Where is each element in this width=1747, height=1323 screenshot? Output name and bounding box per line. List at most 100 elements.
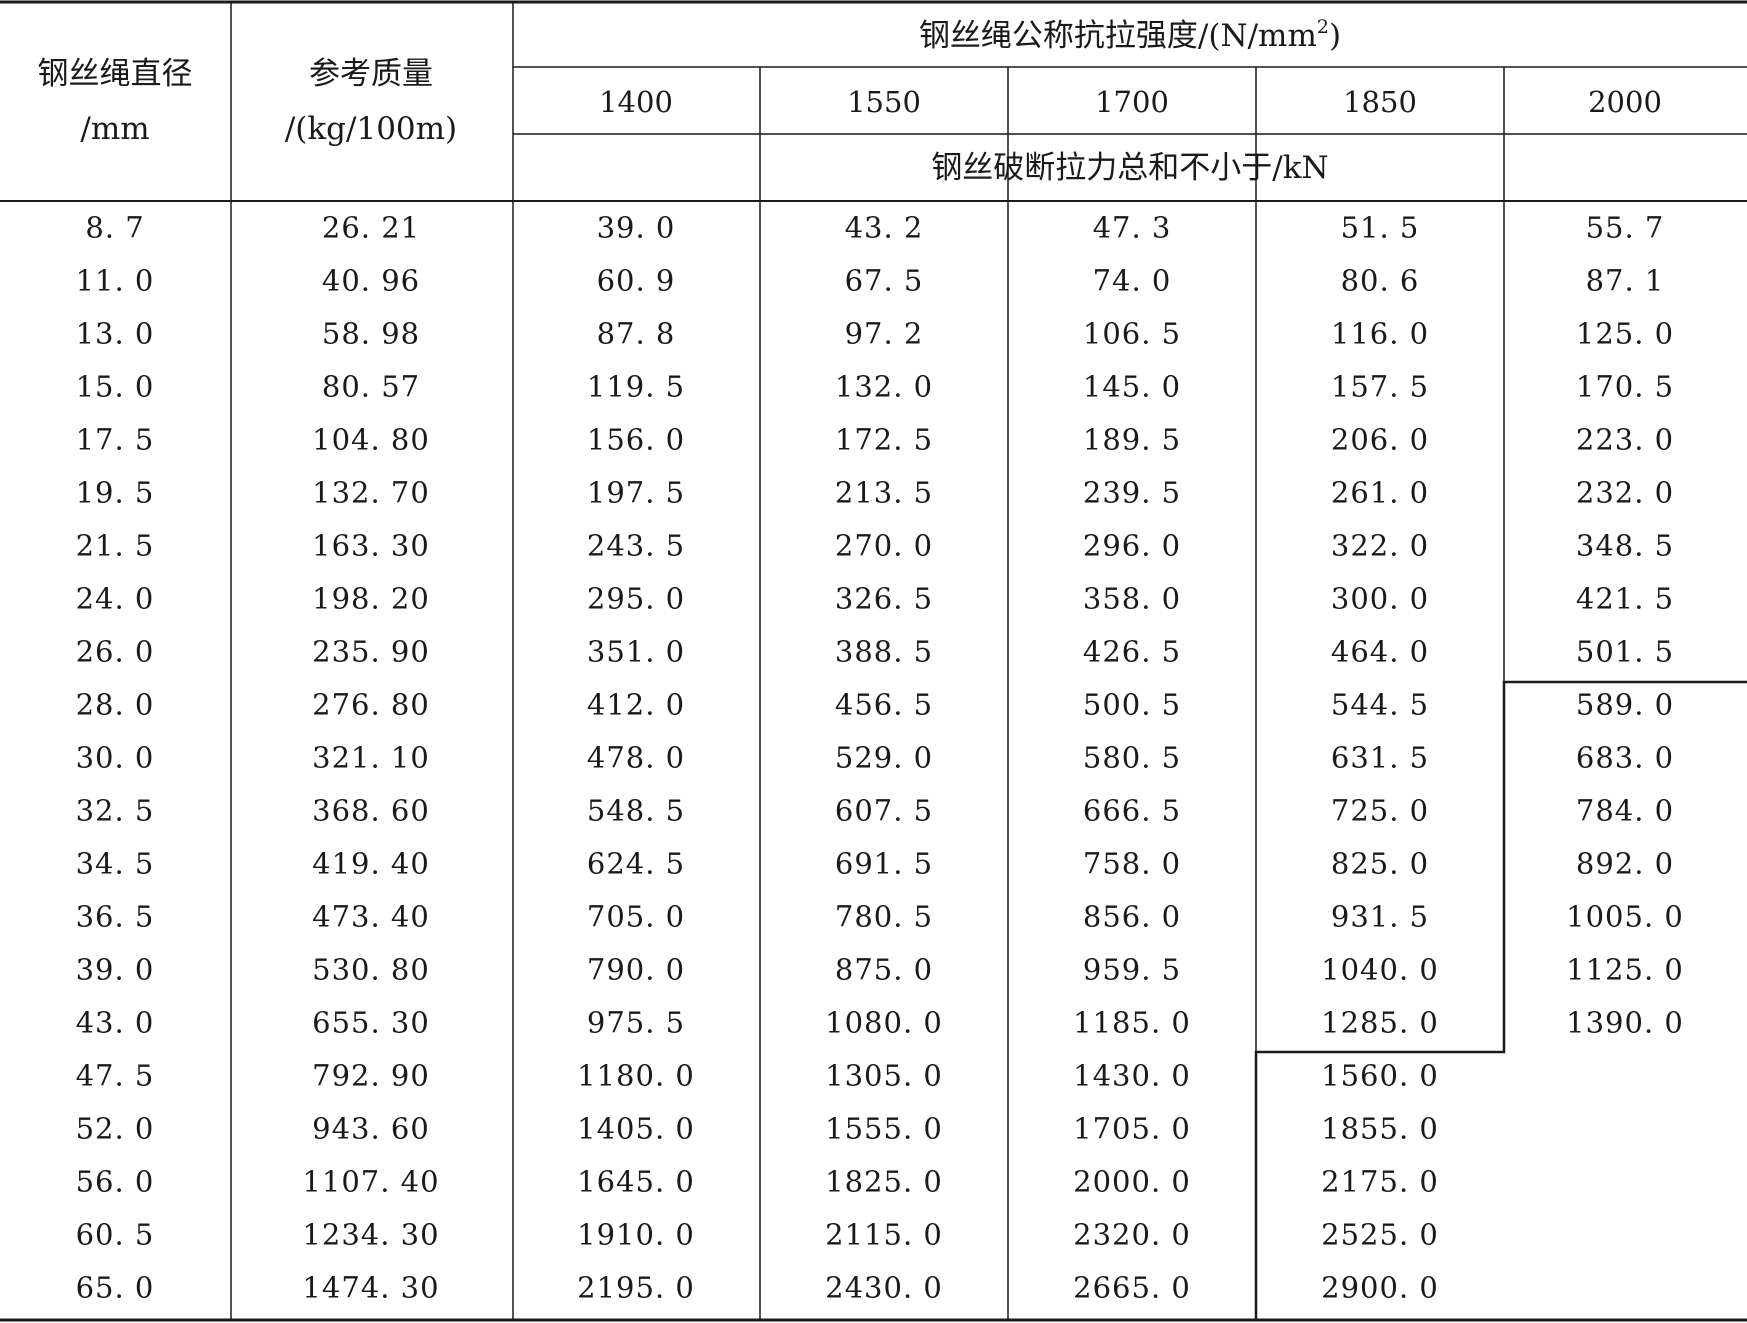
cell-f1850: 2900. 0 (1321, 1271, 1439, 1305)
cell-f1700: 189. 5 (1083, 423, 1181, 457)
cell-f2000: 223. 0 (1576, 423, 1674, 457)
cell-diameter: 32. 5 (76, 794, 155, 828)
strength-grade-row: 1400 1550 1700 1850 2000 (599, 85, 1662, 119)
cell-f1700: 1185. 0 (1073, 1006, 1191, 1040)
stepped-boundary (1254, 680, 1747, 1320)
cell-diameter: 24. 0 (76, 582, 155, 616)
cell-f1850: 2525. 0 (1321, 1218, 1439, 1252)
cell-mass: 473. 40 (312, 900, 430, 934)
cell-f1700: 1430. 0 (1073, 1059, 1191, 1093)
cell-diameter: 11. 0 (76, 264, 155, 298)
cell-diameter: 8. 7 (85, 211, 144, 245)
table-row: 39. 0 530. 80 790. 0 875. 0 959. 5 1040. 0 112… (76, 953, 1683, 987)
table-row: 17. 5 104. 80 156. 0 172. 5 189. 5 206. 0 223.… (76, 423, 1674, 457)
cell-f1850: 2175. 0 (1321, 1165, 1439, 1199)
cell-f1850: 51. 5 (1341, 211, 1420, 245)
cell-f2000: 892. 0 (1576, 847, 1674, 881)
table-row: 30. 0 321. 10 478. 0 529. 0 580. 5 631. 5 683.… (76, 741, 1674, 775)
cell-f1850: 80. 6 (1341, 264, 1420, 298)
table-row: 60. 5 1234. 30 1910. 0 2115. 0 2320. 0 2525. … (76, 1218, 1439, 1252)
cell-f1850: 157. 5 (1331, 370, 1429, 404)
cell-f1400: 1180. 0 (577, 1059, 695, 1093)
grade-1400: 1400 (599, 85, 673, 119)
table-row: 13. 0 58. 98 87. 8 97. 2 106. 5 116. 0 125. 0 (76, 317, 1674, 351)
cell-f1400: 1405. 0 (577, 1112, 695, 1146)
table-row: 8. 7 26. 21 39. 0 43. 2 47. 3 51. 5 55. 7 (85, 211, 1663, 245)
cell-f1700: 500. 5 (1083, 688, 1181, 722)
cell-f1400: 87. 8 (597, 317, 676, 351)
cell-f1400: 548. 5 (587, 794, 685, 828)
cell-f1700: 296. 0 (1083, 529, 1181, 563)
cell-f2000: 170. 5 (1576, 370, 1674, 404)
cell-diameter: 19. 5 (76, 476, 155, 510)
cell-diameter: 13. 0 (76, 317, 155, 351)
cell-diameter: 60. 5 (76, 1218, 155, 1252)
cell-mass: 40. 96 (322, 264, 420, 298)
cell-mass: 321. 10 (312, 741, 430, 775)
cell-mass: 1107. 40 (302, 1165, 439, 1199)
cell-diameter: 30. 0 (76, 741, 155, 775)
cell-f1850: 116. 0 (1331, 317, 1429, 351)
cell-mass: 58. 98 (322, 317, 420, 351)
cell-f1700: 758. 0 (1083, 847, 1181, 881)
cell-f1850: 825. 0 (1331, 847, 1429, 881)
cell-f1400: 705. 0 (587, 900, 685, 934)
cell-diameter: 15. 0 (76, 370, 155, 404)
cell-mass: 132. 70 (312, 476, 430, 510)
cell-f2000: 784. 0 (1576, 794, 1674, 828)
cell-diameter: 52. 0 (76, 1112, 155, 1146)
cell-mass: 419. 40 (312, 847, 430, 881)
cell-diameter: 47. 5 (76, 1059, 155, 1093)
cell-f1850: 261. 0 (1331, 476, 1429, 510)
cell-f1550: 270. 0 (835, 529, 933, 563)
cell-diameter: 65. 0 (76, 1271, 155, 1305)
cell-mass: 1234. 30 (302, 1218, 439, 1252)
cell-f1700: 358. 0 (1083, 582, 1181, 616)
cell-f1700: 239. 5 (1083, 476, 1181, 510)
grade-2000: 2000 (1588, 85, 1662, 119)
cell-f1550: 875. 0 (835, 953, 933, 987)
cell-f1550: 529. 0 (835, 741, 933, 775)
cell-f1850: 206. 0 (1331, 423, 1429, 457)
cell-f1700: 2665. 0 (1073, 1271, 1191, 1305)
cell-f1550: 1305. 0 (825, 1059, 943, 1093)
cell-f1400: 197. 5 (587, 476, 685, 510)
cell-f1850: 300. 0 (1331, 582, 1429, 616)
cell-f1550: 607. 5 (835, 794, 933, 828)
cell-mass: 26. 21 (322, 211, 420, 245)
cell-f1700: 47. 3 (1093, 211, 1172, 245)
cell-mass: 276. 80 (312, 688, 430, 722)
cell-mass: 80. 57 (322, 370, 420, 404)
cell-f1400: 1645. 0 (577, 1165, 695, 1199)
cell-f1700: 580. 5 (1083, 741, 1181, 775)
cell-f1700: 106. 5 (1083, 317, 1181, 351)
cell-f1550: 691. 5 (835, 847, 933, 881)
cell-f1400: 295. 0 (587, 582, 685, 616)
table-row: 34. 5 419. 40 624. 5 691. 5 758. 0 825. 0 892.… (76, 847, 1674, 881)
header-strength-label: 钢丝绳公称抗拉强度/(N/mm2) (919, 16, 1341, 54)
table-row: 32. 5 368. 60 548. 5 607. 5 666. 5 725. 0 784.… (76, 794, 1674, 828)
header-breaking-force-label: 钢丝破断拉力总和不小于/kN (931, 150, 1328, 186)
cell-mass: 163. 30 (312, 529, 430, 563)
cell-diameter: 21. 5 (76, 529, 155, 563)
cell-f1550: 456. 5 (835, 688, 933, 722)
cell-f1850: 1040. 0 (1321, 953, 1439, 987)
cell-mass: 1474. 30 (302, 1271, 439, 1305)
table-row: 43. 0 655. 30 975. 5 1080. 0 1185. 0 1285. 0 1… (76, 1006, 1683, 1040)
cell-f1400: 624. 5 (587, 847, 685, 881)
cell-f2000: 87. 1 (1586, 264, 1665, 298)
cell-diameter: 56. 0 (76, 1165, 155, 1199)
cell-f1550: 1555. 0 (825, 1112, 943, 1146)
header-mass-label: 参考质量 (309, 56, 433, 92)
table-row: 24. 0 198. 20 295. 0 326. 5 358. 0 300. 0 421.… (76, 582, 1674, 616)
table-row: 52. 0 943. 60 1405. 0 1555. 0 1705. 0 1855. 0 (76, 1112, 1438, 1146)
cell-f1550: 2430. 0 (825, 1271, 943, 1305)
grade-1850: 1850 (1343, 85, 1417, 119)
cell-f2000: 501. 5 (1576, 635, 1674, 669)
cell-f1850: 931. 5 (1331, 900, 1429, 934)
cell-diameter: 34. 5 (76, 847, 155, 881)
cell-f2000: 683. 0 (1576, 741, 1674, 775)
cell-mass: 655. 30 (312, 1006, 430, 1040)
table-row: 47. 5 792. 90 1180. 0 1305. 0 1430. 0 1560. 0 (76, 1059, 1438, 1093)
